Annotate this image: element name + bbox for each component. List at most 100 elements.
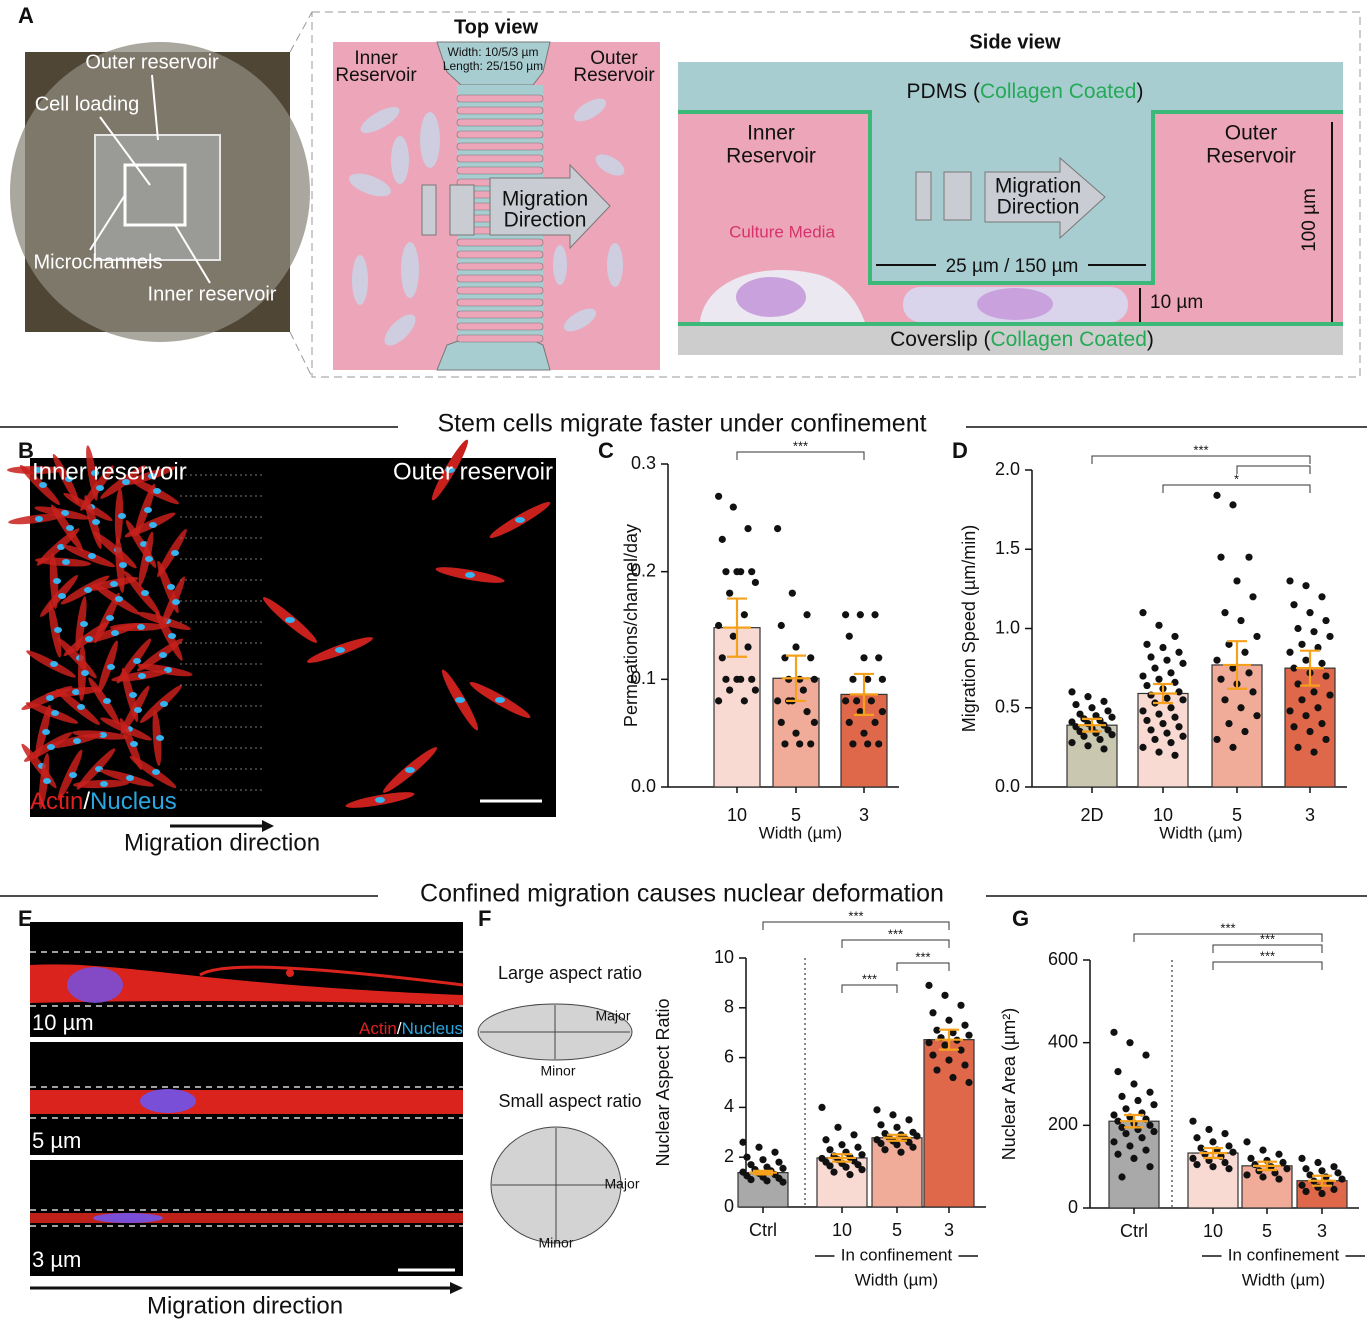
data-point: [1294, 680, 1302, 688]
data-point: [1294, 624, 1302, 633]
data-point: [1110, 1028, 1118, 1036]
nucleus: [77, 704, 85, 710]
data-point: [1322, 672, 1330, 680]
data-point: [893, 1141, 901, 1149]
dimension-label: 25 µm / 150 µm: [946, 256, 1079, 277]
data-point: [1122, 1105, 1130, 1113]
data-point: [743, 1153, 751, 1161]
x-tick-label: 10: [727, 805, 747, 825]
region-label: Reservoir: [335, 65, 417, 86]
significance-bracket: [841, 984, 898, 993]
data-point: [739, 1138, 747, 1146]
y-tick-label: 1.0: [995, 617, 1020, 637]
data-point: [877, 1121, 885, 1129]
nucleus: [133, 658, 141, 664]
data-point: [1330, 1185, 1338, 1193]
width-label: 3 µm: [32, 1247, 81, 1272]
data-point: [1159, 720, 1167, 728]
data-point: [748, 568, 756, 576]
data-point: [1225, 1165, 1233, 1173]
nucleus: [152, 769, 160, 775]
region-label: Reservoir: [1206, 145, 1296, 168]
x-tick-label: 10: [832, 1220, 852, 1240]
y-tick-label: 0.3: [631, 453, 656, 473]
data-point: [1225, 720, 1233, 728]
data-point: [1221, 1130, 1229, 1138]
data-point: [810, 675, 819, 683]
data-point: [781, 740, 789, 748]
channel: [456, 118, 544, 127]
data-point: [949, 1073, 957, 1082]
region-label: Reservoir: [573, 65, 655, 86]
data-point: [1259, 1173, 1267, 1181]
data-point: [909, 1143, 917, 1151]
arrow-head: [450, 1282, 463, 1294]
data-point: [1179, 732, 1187, 740]
data-point: [1306, 609, 1314, 617]
data-point: [1150, 1101, 1158, 1109]
stain-text: Actin: [30, 788, 83, 815]
data-point: [1076, 727, 1084, 736]
arrow-label: Migration: [502, 188, 588, 211]
photo-label: Microchannels: [34, 251, 163, 273]
data-point: [1217, 553, 1225, 561]
data-point: [1175, 648, 1183, 656]
y-tick-label: 0: [724, 1196, 734, 1216]
x-tick-label: 3: [1317, 1221, 1327, 1241]
data-point: [1146, 1163, 1154, 1171]
y-tick-label: 600: [1048, 949, 1078, 969]
data-point: [1072, 723, 1080, 731]
significance-bracket: [896, 962, 950, 971]
data-point: [1197, 1144, 1205, 1152]
data-point: [830, 1168, 838, 1176]
data-point: [792, 643, 800, 651]
data-point: [1275, 1150, 1283, 1158]
data-point: [881, 1146, 889, 1154]
data-point: [1088, 704, 1096, 712]
data-point: [1241, 648, 1249, 656]
data-point: [1104, 726, 1112, 734]
stain-text: /: [83, 788, 90, 815]
nucleus: [46, 695, 54, 701]
data-point: [929, 1009, 937, 1017]
data-point: [777, 718, 785, 727]
data-point: [1306, 727, 1314, 736]
nucleus: [100, 781, 108, 787]
data-point: [729, 503, 737, 511]
data-point: [1139, 609, 1147, 617]
data-point: [1108, 713, 1116, 721]
data-point: [1096, 735, 1104, 744]
data-point: [878, 675, 887, 683]
data-point: [1209, 1163, 1217, 1171]
y-axis-label: Nuclear Area (µm²): [999, 1008, 1019, 1160]
data-point: [1298, 640, 1306, 648]
data-point: [803, 611, 811, 619]
panel-label: D: [952, 438, 968, 463]
y-tick-label: 8: [724, 997, 734, 1017]
data-point: [1302, 582, 1310, 590]
data-point: [807, 654, 815, 662]
nucleus: [405, 767, 415, 773]
data-point: [1245, 669, 1253, 677]
data-point: [1249, 593, 1257, 601]
data-point: [779, 1178, 787, 1186]
image-label: Inner reservoir: [32, 458, 187, 485]
data-point: [860, 729, 868, 737]
data-point: [1322, 1173, 1330, 1181]
data-point: [897, 1148, 905, 1156]
nucleus: [92, 519, 100, 525]
data-point: [1318, 659, 1326, 667]
arrow-label: Direction: [504, 209, 587, 232]
data-point: [1229, 664, 1237, 672]
axis-name: Minor: [538, 1235, 573, 1251]
data-point: [850, 1131, 858, 1139]
data-point: [1314, 1158, 1322, 1167]
data-point: [818, 1103, 826, 1111]
channel: [456, 166, 544, 175]
x-tick-label: 5: [1262, 1221, 1272, 1241]
data-point: [1275, 1175, 1283, 1183]
data-point: [1326, 691, 1334, 699]
nucleus: [129, 692, 137, 698]
data-point: [1114, 1150, 1122, 1158]
channel: [456, 322, 544, 331]
